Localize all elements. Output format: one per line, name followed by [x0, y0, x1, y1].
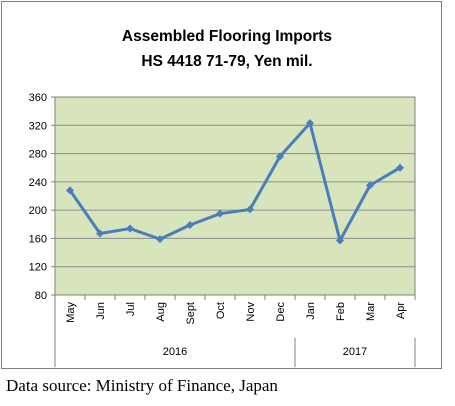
- gridlines: [55, 124, 415, 268]
- data-point: [336, 236, 344, 245]
- x-tick-label: Apr: [395, 302, 407, 319]
- data-point: [126, 224, 134, 233]
- year-label: 2017: [343, 346, 367, 358]
- data-point: [366, 181, 374, 190]
- data-point: [96, 229, 104, 238]
- y-tick-label: 240: [29, 177, 47, 189]
- data-point: [156, 235, 164, 244]
- line-chart: Assembled Flooring Imports HS 4418 71-79…: [1, 1, 442, 369]
- data-point: [276, 152, 284, 161]
- data-point: [246, 205, 254, 214]
- y-tick-label: 360: [29, 92, 47, 104]
- x-tick-label: Aug: [155, 302, 167, 322]
- x-tick-label: Jul: [125, 302, 137, 316]
- data-point: [396, 163, 404, 172]
- x-tick-label: Mar: [365, 302, 377, 321]
- data-point: [66, 186, 74, 195]
- y-tick-label: 280: [29, 149, 47, 161]
- x-tick-label: Nov: [245, 302, 257, 322]
- plot-area: [54, 96, 416, 296]
- x-tick-label: Oct: [215, 302, 227, 319]
- year-label: 2016: [163, 346, 187, 358]
- data-point: [186, 220, 194, 229]
- chart-subtitle: HS 4418 71-79, Yen mil.: [141, 53, 312, 70]
- y-tick-label: 120: [29, 262, 47, 274]
- x-tick-label: Dec: [275, 302, 287, 322]
- data-point: [306, 119, 314, 128]
- chart-title: Assembled Flooring Imports: [122, 28, 332, 45]
- y-axis-ticks: 80 120 160 200 240 280 320 360: [29, 92, 55, 302]
- x-axis-ticks: May Jun Jul Aug Sept Oct Nov Dec Jan Feb Mar Apr: [54, 295, 416, 325]
- series-line: [68, 121, 402, 243]
- x-tick-label: Jun: [95, 302, 107, 320]
- year-axis: 2016 2017: [54, 295, 416, 367]
- x-tick-label: Sept: [185, 302, 197, 325]
- y-tick-label: 200: [29, 205, 47, 217]
- data-source-note: Data source: Ministry of Finance, Japan: [6, 376, 278, 395]
- x-tick-label: Jan: [305, 302, 317, 320]
- series-group: [66, 119, 404, 245]
- y-tick-label: 320: [29, 120, 47, 132]
- x-tick-label: May: [65, 302, 77, 323]
- x-tick-label: Feb: [335, 302, 347, 321]
- y-tick-label: 80: [35, 290, 47, 302]
- y-tick-label: 160: [29, 233, 47, 245]
- data-point: [216, 209, 224, 218]
